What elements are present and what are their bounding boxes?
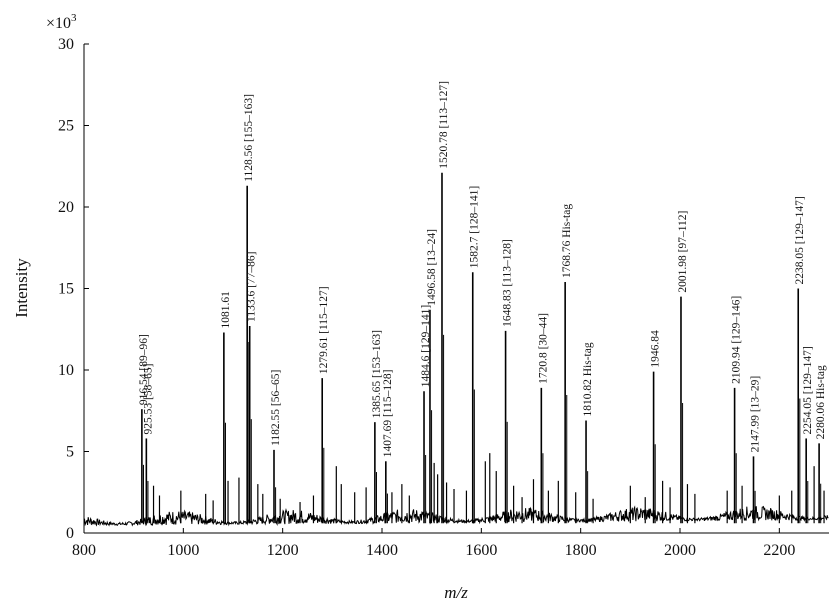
peak-label: 1385.65 [153–163]: [371, 330, 383, 418]
peak-label: 2147.99 [13–29]: [750, 376, 762, 453]
peak-label: 1946.84: [650, 330, 662, 368]
peak-label: 1648.83 [113–128]: [502, 239, 514, 327]
x-axis-label: m/z: [444, 583, 468, 602]
peak-label: 2109.94 [129–146]: [731, 296, 743, 384]
peak-label: 1496.58 [13–24]: [426, 229, 438, 306]
x-tick-label: 1800: [565, 542, 597, 559]
peak-label: 1582.7 [128–141]: [469, 186, 481, 268]
x-tick-label: 1600: [465, 542, 497, 559]
peak-label: 1128.56 [155–163]: [243, 94, 255, 182]
peak-label: 2280.06 His-tag: [815, 365, 827, 439]
peak-label: 1081.61: [220, 291, 232, 329]
labeled-peaks: [141, 172, 822, 524]
axes: [83, 44, 829, 534]
peak-label: 1407.69 [115–128]: [382, 370, 394, 458]
y-tick-label: 30: [58, 36, 74, 53]
x-tick-label: 1000: [167, 542, 199, 559]
y-tick-label: 20: [58, 199, 74, 216]
x-ticks: 800 1000 1200 1400 1600 1800 2000 2200: [72, 528, 795, 559]
y-tick-label: 10: [58, 362, 74, 379]
x-tick-label: 2200: [763, 542, 795, 559]
peak-label: 925.53 [58–65]: [142, 364, 154, 435]
y-multiplier-label: ×103: [46, 12, 77, 32]
y-ticks: 0 5 10 15 20 25 30: [58, 36, 89, 542]
peak-label: 1810.82 His-tag: [582, 342, 594, 416]
peak-label: 1520.78 [113–127]: [438, 81, 450, 169]
peak-label: 1768.76 His-tag: [561, 204, 573, 278]
y-tick-label: 15: [58, 281, 74, 298]
y-tick-label: 5: [66, 444, 74, 461]
y-tick-label: 25: [58, 118, 74, 135]
x-tick-label: 2000: [664, 542, 696, 559]
y-tick-label: 0: [66, 525, 74, 542]
peak-label: 1484.6 [129–141]: [420, 305, 432, 387]
peak-label: 1133.6 [77–86]: [246, 252, 258, 322]
x-tick-label: 1200: [267, 542, 299, 559]
peak-labels: 916.54 [89–96]925.53 [58–65] 1081.61 1128.…: [138, 81, 827, 457]
baseline-noise-trace: [83, 505, 829, 527]
peak-label: 1182.55 [56–65]: [270, 370, 282, 446]
peak-label: 1720.8 [30–44]: [537, 313, 549, 384]
peak-label: 1279.61 [115–127]: [318, 286, 330, 374]
x-tick-label: 800: [72, 542, 96, 559]
peak-label: 916.54 [89–96]: [138, 334, 150, 405]
peak-label: 2001.98 [97–112]: [677, 211, 689, 293]
peak-label: 2238.05 [129–147]: [794, 196, 806, 284]
x-tick-label: 1400: [366, 542, 398, 559]
peak-label: 2254.05 [129–147]: [802, 346, 814, 434]
minor-peaks: [152, 453, 825, 524]
y-axis-label: Intensity: [12, 258, 31, 318]
